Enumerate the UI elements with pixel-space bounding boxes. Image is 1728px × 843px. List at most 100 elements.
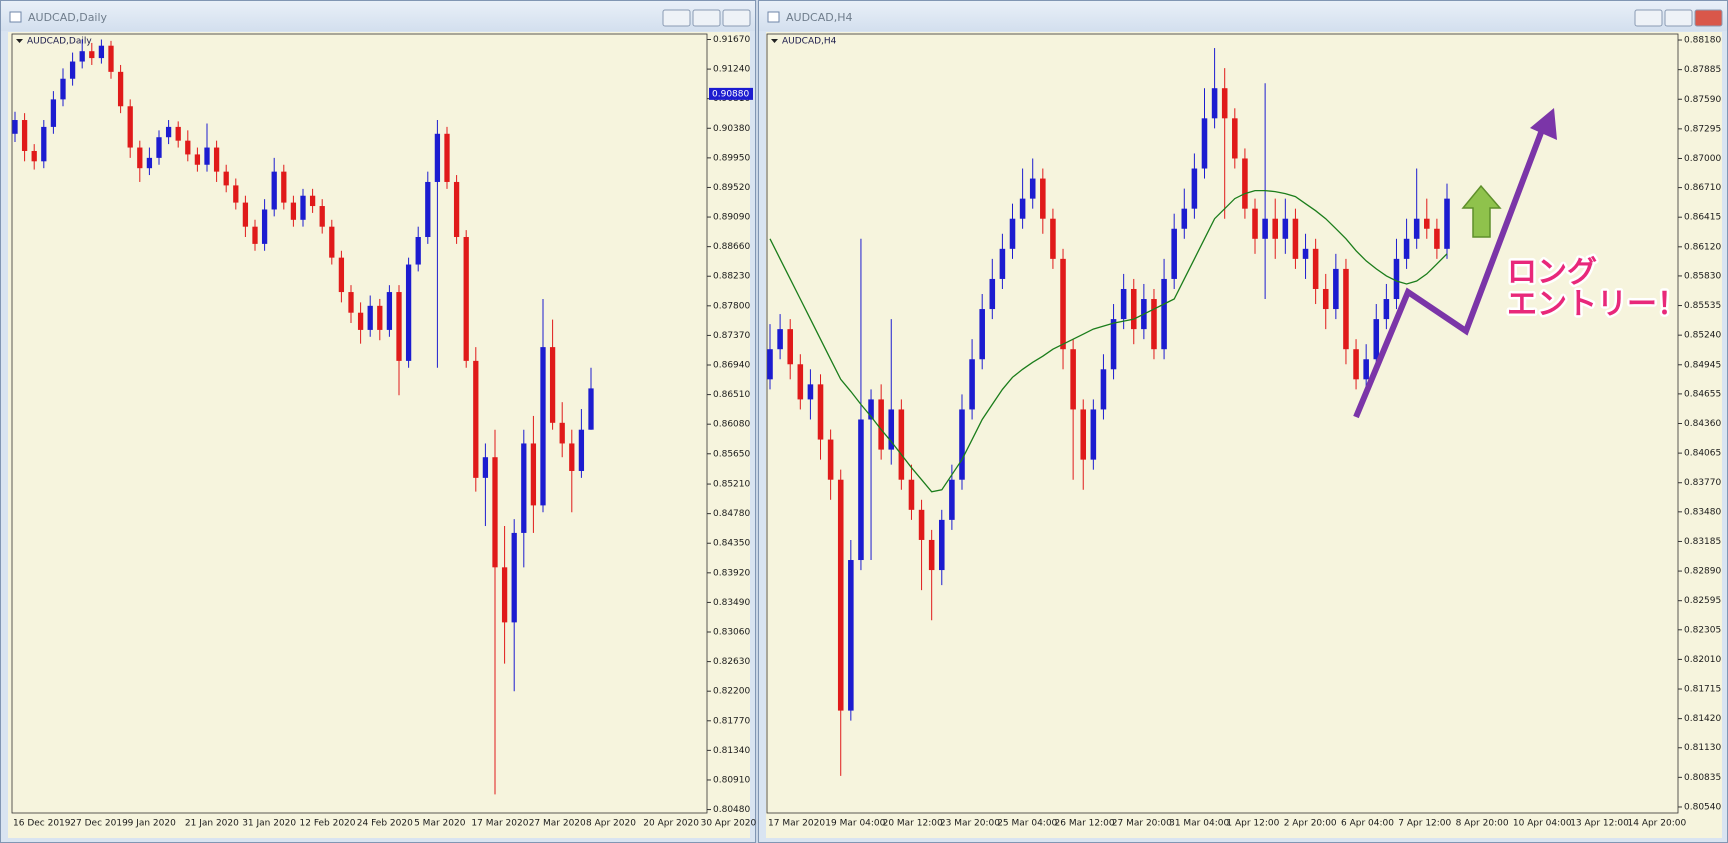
candle-body (1232, 118, 1238, 159)
window-icon (767, 11, 780, 23)
candle-body (444, 133, 450, 182)
candle-body (1302, 248, 1309, 259)
x-tick-label: 17 Mar 2020 (768, 819, 825, 829)
x-tick-label: 17 Mar 2020 (471, 819, 528, 829)
candle-body (377, 305, 383, 330)
purple-arrow (1353, 120, 1548, 419)
candle-body (357, 312, 364, 330)
y-tick-label: 0.86120 (1684, 242, 1721, 252)
candle-body (578, 429, 585, 471)
candle-body (837, 479, 844, 711)
candle-body (959, 409, 965, 480)
candle-body (31, 150, 37, 162)
y-tick-label: 0.84065 (1684, 449, 1721, 459)
candle-body (117, 71, 124, 107)
candle-body (1009, 218, 1016, 249)
candle-body (1060, 258, 1066, 350)
x-tick-label: 19 Mar 04:00 (825, 819, 885, 829)
candle-body (300, 195, 306, 220)
y-tick-label: 0.81340 (713, 746, 750, 756)
window-title: AUDCAD,H4 (786, 11, 853, 24)
candle-body (108, 45, 114, 72)
candle-body (60, 78, 66, 100)
candle-body (1029, 178, 1036, 199)
chart-window: AUDCAD,Daily AUDCAD,Daily 0.91670 0.91240 0.… (0, 0, 757, 843)
x-tick-label: 21 Jan 2020 (185, 819, 239, 829)
y-tick-label: 0.84945 (1684, 360, 1721, 370)
candle-body (1403, 238, 1410, 259)
minimize-button[interactable] (662, 9, 691, 27)
x-tick-label: 1 Apr 12:00 (1226, 819, 1279, 829)
candle-body (918, 509, 925, 540)
symbol-marker (16, 39, 23, 43)
candle-body (1120, 288, 1127, 320)
chart-window: AUDCAD,H4 AUDCAD,H4 0.88180 0.87885 0.87590 0… (758, 0, 1728, 843)
y-tick-label: 0.84780 (713, 509, 750, 519)
purple-arrowhead (1530, 108, 1557, 140)
moving-average-line (769, 189, 1448, 493)
close-button[interactable] (722, 9, 751, 27)
candle-body (767, 349, 773, 380)
candle-body (21, 120, 28, 151)
y-tick-label: 0.80910 (713, 775, 750, 785)
candle-body (242, 202, 249, 227)
maximize-button[interactable] (1664, 9, 1693, 27)
candle-body (1363, 359, 1369, 380)
y-tick-label: 0.82630 (713, 657, 750, 667)
y-tick-label: 0.81130 (1684, 743, 1721, 753)
x-tick-label: 8 Apr 2020 (586, 819, 636, 829)
candle-body (1272, 218, 1279, 239)
y-tick-label: 0.86080 (713, 420, 750, 430)
candle-body (817, 384, 824, 440)
candle-body (969, 359, 975, 410)
candle-body (878, 399, 884, 450)
minimize-button[interactable] (1634, 9, 1663, 27)
candle-body (989, 278, 996, 310)
candle-body (928, 539, 935, 571)
x-tick-label: 31 Jan 2020 (242, 819, 296, 829)
candle-body (858, 419, 864, 561)
candle-body (156, 137, 162, 158)
close-button[interactable] (1694, 9, 1723, 27)
y-tick-label: 0.86415 (1684, 213, 1721, 223)
title-bar (1, 1, 755, 31)
candle-body (540, 347, 546, 506)
candle-body (1424, 218, 1430, 229)
candle-body (1292, 218, 1299, 259)
y-tick-label: 0.82200 (713, 687, 750, 697)
y-tick-label: 0.91670 (713, 35, 750, 45)
candle-body (69, 61, 76, 79)
y-tick-label: 0.82305 (1684, 625, 1721, 635)
candle-body (1201, 118, 1208, 169)
candle-body (98, 45, 105, 59)
candle-body (1080, 409, 1087, 460)
candle-body (1191, 168, 1198, 209)
candle-body (1413, 218, 1420, 239)
maximize-button[interactable] (692, 9, 721, 27)
candle-body (1040, 178, 1046, 219)
candle-body (1242, 158, 1248, 209)
candle-body (1090, 409, 1097, 460)
candle-body (89, 51, 95, 59)
y-tick-label: 0.83060 (713, 628, 750, 638)
annotations: ロング エントリー！ (1353, 108, 1690, 419)
candle-body (386, 292, 393, 330)
candle-body (1282, 218, 1289, 239)
candle-body (1019, 198, 1026, 219)
candle-body (137, 147, 143, 169)
candle-body (319, 206, 325, 227)
candle-body (396, 292, 402, 361)
candle-body (1181, 208, 1188, 229)
x-tick-label: 10 Apr 04:00 (1513, 819, 1572, 829)
y-tick-label: 0.87885 (1684, 65, 1721, 75)
plot-border (11, 33, 708, 814)
candle-body (797, 364, 804, 400)
candle-body (453, 181, 460, 238)
y-tick-label: 0.85535 (1684, 301, 1721, 311)
candle-body (271, 171, 277, 210)
candle-body (165, 126, 172, 138)
candle-body (213, 147, 220, 172)
y-tick-label: 0.81715 (1684, 685, 1721, 695)
y-tick-label: 0.87295 (1684, 124, 1721, 134)
y-tick-label: 0.87370 (713, 331, 750, 341)
